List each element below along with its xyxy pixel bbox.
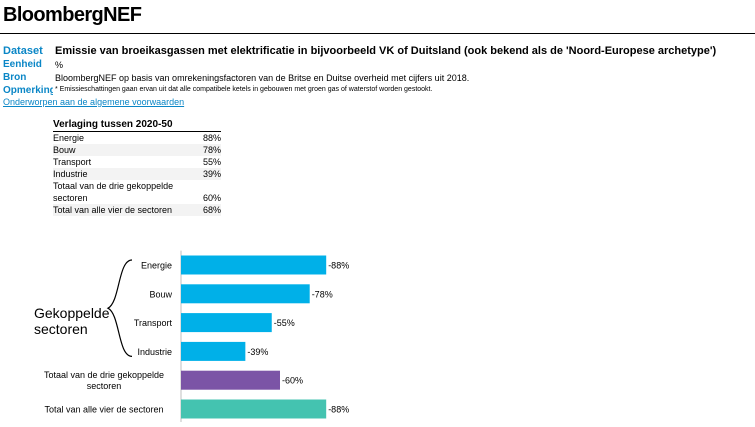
notes-label: Opmerkingen [3,85,53,96]
header-divider [0,33,755,34]
bar-4 [181,370,280,390]
unit-value: % [55,60,64,70]
terms-link[interactable]: Onderworpen aan de algemene voorwaarden [3,97,185,107]
category-label: Bouw [149,289,172,299]
bar-data-label: -88% [328,405,349,415]
bar-5 [181,399,327,419]
bar-data-label: -55% [274,318,295,328]
dataset-value: Emissie van broeikasgassen met elektrifi… [55,45,717,57]
table-row: Bouw 78% [53,144,221,156]
category-label: Transport [134,318,173,328]
table-row: Industrie 39% [53,168,221,180]
table-row: Energie 88% [53,132,221,144]
bar-data-label: -78% [312,289,333,299]
bar-0 [181,255,327,275]
bar-1 [181,284,310,304]
source-label: Bron [3,72,27,83]
bar-data-label: -39% [247,347,268,357]
table-row-label: Energie [53,133,85,143]
source-value: BloombergNEF op basis van omrekeningsfac… [55,73,470,83]
bar-data-label: -60% [282,376,303,386]
table-row: Totaal van de drie gekoppelde sectoren 6… [53,180,221,204]
reduction-bar-chart: Energie Bouw Transport Industrie Totaal van … [0,246,400,427]
group-annotation-line: Gekoppelde [34,305,110,321]
group-annotation-line: sectoren [34,321,88,337]
table-row-label: Bouw [53,145,76,155]
category-label: Total van alle vier de sectoren [44,405,163,415]
table-row-value: 55% [202,157,221,167]
reduction-table: Verlaging tussen 2020-50 Energie 88% Bou… [53,119,221,216]
table-row-label: Industrie [53,169,88,179]
dataset-label: Dataset [3,45,43,57]
group-brace [106,259,133,357]
category-label: Energie [141,261,172,271]
bar-2 [181,313,272,333]
bar-3 [181,341,246,361]
table-row-label: Total van alle vier de sectoren [53,205,173,215]
group-annotation: Gekoppelde sectoren [34,305,110,337]
table-row-label: Totaal van de drie gekoppelde sectoren [53,181,174,203]
table-title: Verlaging tussen 2020-50 [53,119,221,132]
table-row-value: 78% [202,145,221,155]
table-row-value: 60% [202,193,221,203]
category-label: Industrie [137,347,172,357]
table-row-value: 88% [202,133,221,143]
table-row: Total van alle vier de sectoren 68% [53,204,221,216]
chart-svg: Energie Bouw Transport Industrie Totaal van … [44,250,349,424]
table-body: Energie 88% Bouw 78% Transport 55% Indus… [53,132,221,216]
table-row: Transport 55% [53,156,221,168]
table-row-value: 39% [202,169,221,179]
bloombergnef-logo: BloombergNEF [3,4,142,26]
table-row-label: Transport [53,157,92,167]
notes-value: * Emissieschattingen gaan ervan uit dat … [55,86,433,93]
category-label: Totaal van de drie gekoppelde sectoren [44,370,164,391]
bar-data-label: -88% [328,261,349,271]
table-row-value: 68% [202,205,221,215]
unit-label: Eenheid [3,59,42,70]
